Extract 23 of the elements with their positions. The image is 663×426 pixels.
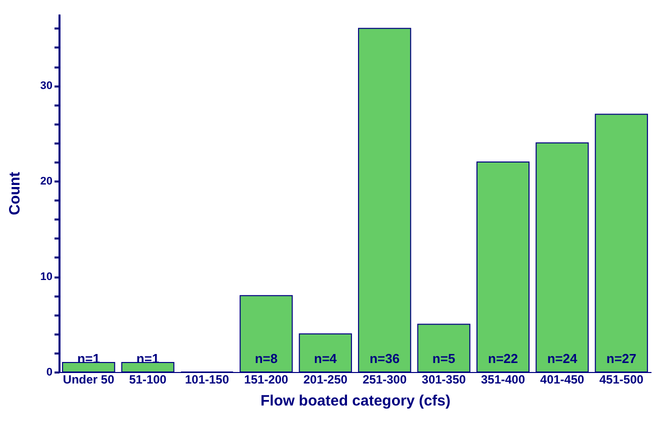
x-axis-title: Flow boated category (cfs): [260, 392, 451, 410]
y-tick-label: 30: [40, 80, 52, 92]
x-tick-label: 351-400: [480, 372, 526, 386]
x-tick-label: Under 50: [62, 372, 115, 386]
x-tick-label: 301-350: [422, 372, 466, 386]
data-label: n=27: [606, 351, 636, 366]
y-tick-label: 10: [40, 271, 52, 284]
x-tick-label: 151-200: [244, 372, 289, 386]
data-label: n=24: [547, 351, 578, 366]
y-tick-label: 20: [40, 176, 52, 188]
x-tick-label: 251-300: [362, 372, 407, 386]
data-label: n=8: [254, 351, 278, 366]
data-label: n=5: [432, 351, 456, 366]
x-tick-label: 401-450: [540, 372, 585, 386]
data-label: n=4: [314, 351, 338, 366]
y-tick-label: 0: [46, 366, 52, 378]
data-label: n=36: [370, 351, 400, 366]
data-label: n=22: [488, 351, 518, 366]
x-tick-label: 51-100: [129, 372, 167, 386]
y-axis-title: Count: [6, 172, 24, 216]
x-tick-label: 451-500: [599, 372, 644, 386]
x-tick-label: 101-150: [184, 372, 230, 386]
x-tick-label: 201-250: [303, 372, 348, 386]
